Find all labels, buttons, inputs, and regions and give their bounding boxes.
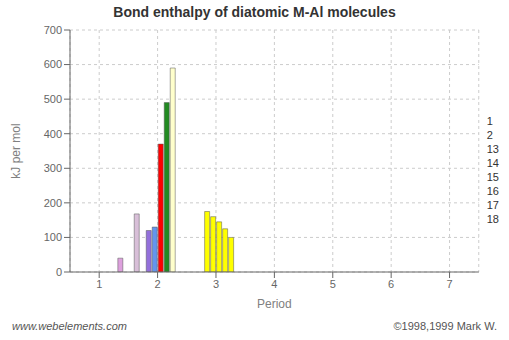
html-text:13: 13 — [486, 143, 499, 155]
svg-text:Period: Period — [257, 297, 292, 311]
svg-text:4: 4 — [271, 278, 277, 290]
svg-text:700: 700 — [44, 24, 62, 36]
svg-text:7: 7 — [446, 278, 452, 290]
svg-text:2: 2 — [155, 278, 161, 290]
html-text:17: 17 — [486, 199, 499, 211]
html-text:©1998,1999 Mark W.: ©1998,1999 Mark W. — [393, 320, 497, 332]
html-text:1: 1 — [486, 115, 493, 127]
svg-text:500: 500 — [44, 93, 62, 105]
svg-text:kJ per mol: kJ per mol — [9, 123, 23, 178]
html-text:Bond enthalpy of diatomic M-Al: Bond enthalpy of diatomic M-Al molecules — [113, 4, 396, 20]
html-text:18: 18 — [486, 213, 499, 225]
svg-text:600: 600 — [44, 58, 62, 70]
svg-text:6: 6 — [388, 278, 394, 290]
html-text:15: 15 — [486, 171, 499, 183]
html-text:www.webelements.com: www.webelements.com — [12, 320, 127, 332]
svg-text:200: 200 — [44, 197, 62, 209]
svg-text:3: 3 — [213, 278, 219, 290]
svg-text:1: 1 — [96, 278, 102, 290]
svg-text:400: 400 — [44, 128, 62, 140]
svg-text:100: 100 — [44, 231, 62, 243]
html-text:2: 2 — [486, 129, 493, 141]
html-text:14: 14 — [486, 157, 499, 169]
html-text:16: 16 — [486, 185, 499, 197]
svg-text:300: 300 — [44, 162, 62, 174]
svg-text:5: 5 — [330, 278, 336, 290]
svg-text:0: 0 — [56, 266, 62, 278]
